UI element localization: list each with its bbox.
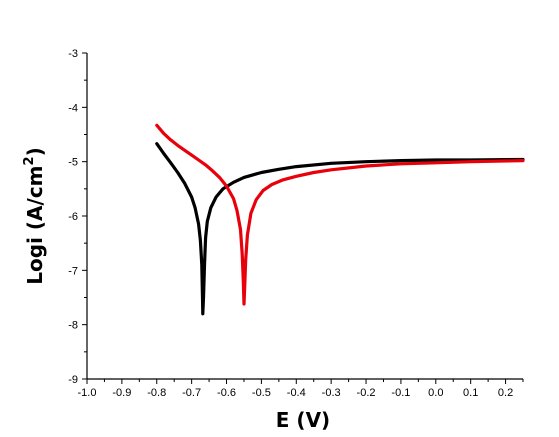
- series-line-2: [155, 123, 525, 306]
- y-axis-title-close: ): [23, 147, 47, 156]
- y-tick-label: -4: [68, 102, 78, 114]
- y-axis-title-sup: 2: [22, 156, 37, 165]
- y-axis-title-base: Logi (A/cm: [23, 165, 47, 284]
- x-tick-label: -0.1: [391, 387, 410, 399]
- x-tick-label: -0.5: [252, 387, 271, 399]
- plot-lines: [155, 123, 525, 316]
- x-tick-label: -0.7: [182, 387, 201, 399]
- x-tick-label: -0.3: [322, 387, 341, 399]
- x-tick-label: 0.2: [498, 387, 513, 399]
- y-tick-label: -7: [68, 265, 78, 277]
- y-tick-label: -9: [68, 374, 78, 386]
- y-tick-label: -5: [68, 157, 78, 169]
- x-axis-title: E (V): [276, 408, 330, 432]
- y-axis-title: Logi (A/cm2): [22, 147, 47, 284]
- series-line-1: [155, 142, 525, 316]
- x-tick-label: -0.8: [147, 387, 166, 399]
- x-tick-label: -0.4: [287, 387, 306, 399]
- x-tick-label: -0.9: [112, 387, 131, 399]
- axis-titles: E (V) Logi (A/cm2): [22, 147, 330, 432]
- ticks: -1.0 -0.9 -0.8 -0.7 -0.6 -0.5 -0.4 -0.3 -0.2 -0.1…: [68, 48, 524, 399]
- y-tick-label: -6: [68, 211, 78, 223]
- x-tick-label: 0.0: [428, 387, 443, 399]
- y-tick-label: -8: [68, 320, 78, 332]
- x-tick-label: 0.1: [463, 387, 478, 399]
- x-tick-label: -0.2: [357, 387, 376, 399]
- axes: [86, 53, 523, 380]
- y-tick-label: -3: [68, 48, 78, 60]
- x-tick-label: -1.0: [78, 387, 97, 399]
- x-tick-label: -0.6: [217, 387, 236, 399]
